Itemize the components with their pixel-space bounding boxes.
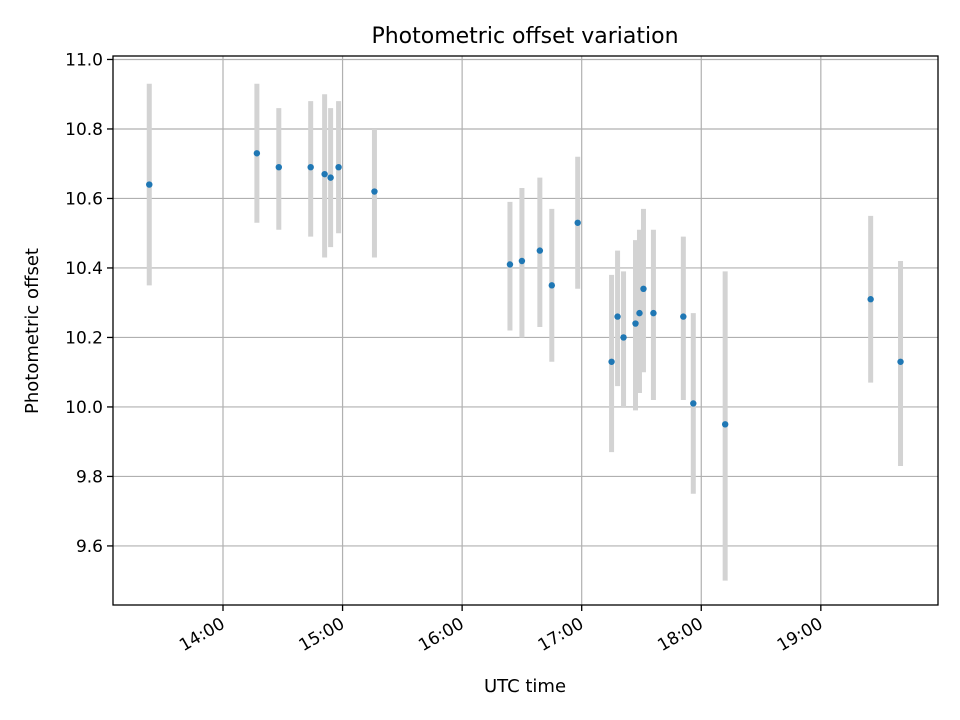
chart-title: Photometric offset variation	[371, 24, 678, 49]
x-axis-label: UTC time	[484, 676, 566, 697]
data-point	[307, 163, 314, 171]
data-point	[518, 257, 526, 265]
data-point	[253, 150, 261, 157]
data-point	[690, 400, 697, 407]
data-point	[614, 313, 621, 320]
data-point	[371, 188, 378, 195]
data-point	[536, 247, 544, 254]
y-tick-label: 10.2	[65, 328, 103, 348]
data-point	[321, 170, 328, 178]
data-point	[548, 282, 556, 289]
y-tick-label: 10.4	[65, 259, 103, 279]
data-point	[640, 285, 647, 293]
data-point	[650, 309, 657, 317]
data-point	[335, 163, 342, 171]
data-point	[608, 358, 615, 365]
data-point	[146, 181, 153, 188]
y-tick-label: 10.0	[65, 398, 103, 418]
data-point	[620, 334, 627, 341]
data-point	[721, 421, 729, 428]
data-point	[636, 309, 643, 317]
data-point	[897, 358, 904, 365]
data-points	[146, 150, 904, 428]
data-point	[680, 313, 687, 320]
y-tick-label: 9.6	[76, 537, 103, 557]
y-tick-label: 9.8	[76, 467, 103, 487]
y-tick-label: 10.6	[65, 189, 103, 209]
data-point	[574, 219, 581, 226]
y-axis-label: Photometric offset	[22, 248, 43, 414]
grid-lines	[113, 56, 938, 605]
data-point	[327, 174, 334, 181]
data-point	[275, 163, 282, 171]
data-point	[867, 296, 874, 303]
plot-frame	[112, 55, 939, 606]
y-tick-label: 10.8	[65, 120, 103, 140]
y-tick-label: 11.0	[65, 50, 103, 70]
data-point	[506, 261, 514, 268]
data-point	[632, 320, 639, 327]
